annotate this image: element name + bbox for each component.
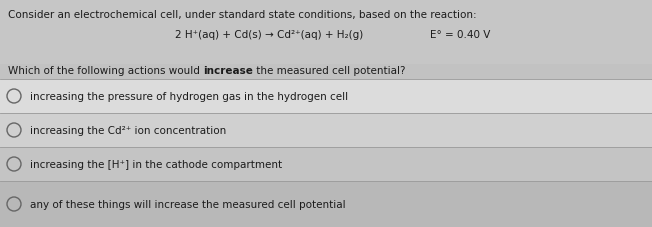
Bar: [0, 80, 652, 114]
Bar: [0, 114, 652, 147]
Text: increasing the pressure of hydrogen gas in the hydrogen cell: increasing the pressure of hydrogen gas …: [30, 92, 348, 101]
Text: E° = 0.40 V: E° = 0.40 V: [430, 30, 490, 40]
Bar: [0, 181, 652, 227]
Text: increasing the [H⁺] in the cathode compartment: increasing the [H⁺] in the cathode compa…: [30, 159, 282, 169]
Text: increase: increase: [203, 65, 253, 75]
Text: any of these things will increase the measured cell potential: any of these things will increase the me…: [30, 199, 346, 209]
Bar: [0, 65, 652, 80]
Text: Consider an electrochemical cell, under standard state conditions, based on the : Consider an electrochemical cell, under …: [8, 10, 477, 20]
Text: Which of the following actions would: Which of the following actions would: [8, 65, 203, 75]
Text: increasing the Cd²⁺ ion concentration: increasing the Cd²⁺ ion concentration: [30, 126, 226, 135]
Bar: [0, 0, 652, 65]
Bar: [0, 147, 652, 181]
Text: 2 H⁺(aq) + Cd(s) → Cd²⁺(aq) + H₂(g): 2 H⁺(aq) + Cd(s) → Cd²⁺(aq) + H₂(g): [175, 30, 363, 40]
Bar: [0, 0, 652, 127]
Text: the measured cell potential?: the measured cell potential?: [253, 65, 406, 75]
